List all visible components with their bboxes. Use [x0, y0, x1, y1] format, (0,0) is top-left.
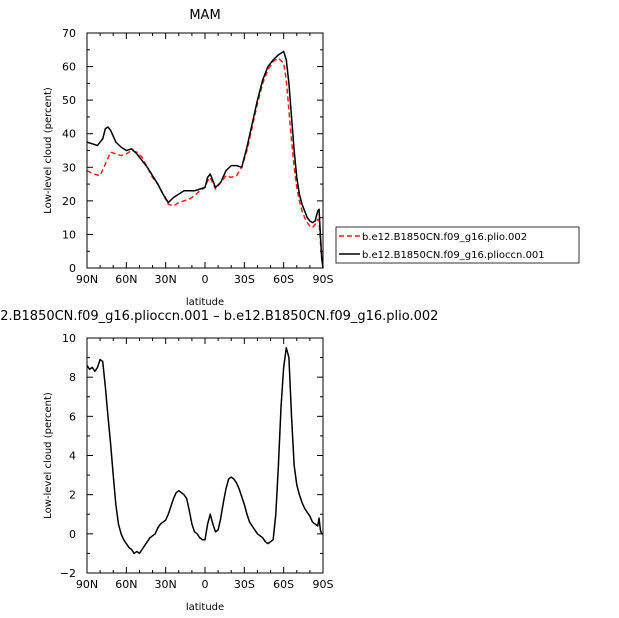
- panel-top-title: MAM: [189, 8, 220, 23]
- bottom-series-group: [86, 347, 323, 555]
- bottom-axis-ticks: 90N 60N 30N 0 30S 60S 90S −2 0 2 4 6 8 10: [60, 332, 334, 591]
- bottom-ytick-label: 8: [69, 371, 76, 384]
- panel-bottom-title: b.e12.B1850CN.f09_g16.plioccn.001 – b.e1…: [0, 309, 438, 324]
- top-xtick-label: 30N: [155, 273, 177, 286]
- bottom-xtick-label: 30S: [234, 578, 255, 591]
- top-ytick-label: 50: [62, 94, 76, 107]
- top-xtick-label: 90S: [313, 273, 334, 286]
- bottom-ytick-label: 2: [69, 489, 76, 502]
- bottom-xtick-label: 60N: [115, 578, 137, 591]
- bottom-plot-frame: [86, 337, 324, 574]
- top-xtick-label: 0: [202, 273, 209, 286]
- top-xtick-label: 60N: [115, 273, 137, 286]
- top-xtick-label: 90N: [76, 273, 98, 286]
- bottom-ytick-label: 10: [62, 332, 76, 345]
- legend: b.e12.B1850CN.f09_g16.plio.002 b.e12.B18…: [335, 226, 580, 264]
- top-ytick-label: 30: [62, 161, 76, 174]
- top-ytick-label: 70: [62, 27, 76, 40]
- bottom-y-axis-title: Low-level cloud (percent): [43, 392, 54, 519]
- legend-box: [335, 226, 580, 264]
- panel-top-chart: MAM 90N 60N 30N 0 30S 60S 90S 0 10 20 30 40 50 60 70 l…: [43, 8, 334, 308]
- top-xtick-label: 60S: [273, 273, 294, 286]
- top-xtick-label: 30S: [234, 273, 255, 286]
- top-ytick-label: 40: [62, 128, 76, 141]
- panel-bottom-chart: b.e12.B1850CN.f09_g16.plioccn.001 – b.e1…: [0, 309, 438, 613]
- bottom-xtick-label: 30N: [155, 578, 177, 591]
- top-ytick-label: 0: [69, 262, 76, 275]
- bottom-xtick-label: 90S: [313, 578, 334, 591]
- bottom-x-axis-title: latitude: [186, 602, 224, 613]
- bottom-ytick-label: 6: [69, 410, 76, 423]
- top-series-line-0: [86, 57, 324, 269]
- legend-label-plio-002: b.e12.B1850CN.f09_g16.plio.002: [362, 232, 527, 243]
- top-ytick-label: 60: [62, 61, 76, 74]
- top-series-line-1: [86, 50, 324, 269]
- bottom-ytick-label: 4: [69, 450, 76, 463]
- top-plot-frame: [86, 32, 324, 269]
- bottom-ytick-label: −2: [60, 567, 76, 580]
- top-series-group: [86, 50, 324, 269]
- top-y-axis-title: Low-level cloud (percent): [43, 87, 54, 214]
- bottom-ytick-label: 0: [69, 528, 76, 541]
- bottom-series-line-0: [86, 347, 323, 555]
- top-ytick-label: 20: [62, 195, 76, 208]
- bottom-xtick-label: 90N: [76, 578, 98, 591]
- bottom-xtick-label: 0: [202, 578, 209, 591]
- top-ytick-label: 10: [62, 228, 76, 241]
- top-x-axis-title: latitude: [186, 297, 224, 308]
- legend-label-plioccn-001: b.e12.B1850CN.f09_g16.plioccn.001: [362, 250, 545, 261]
- bottom-xtick-label: 60S: [273, 578, 294, 591]
